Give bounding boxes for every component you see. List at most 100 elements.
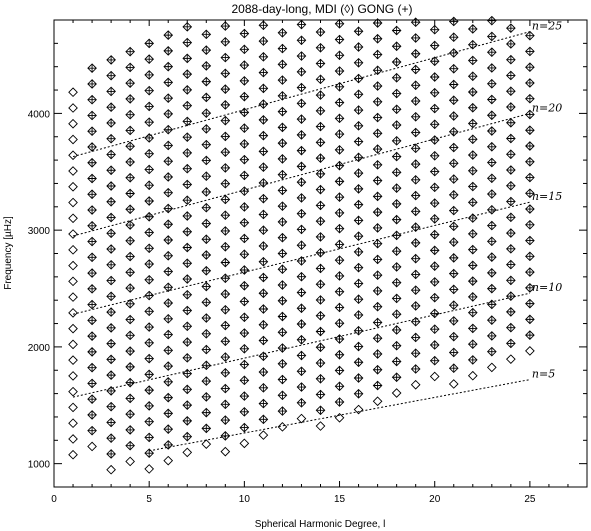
gong-point bbox=[393, 121, 401, 129]
gong-point bbox=[488, 111, 496, 119]
mdi-point bbox=[467, 24, 478, 34]
mdi-point bbox=[277, 27, 288, 38]
gong-point bbox=[412, 97, 420, 105]
gong-point bbox=[297, 115, 306, 123]
mdi-point bbox=[315, 153, 326, 163]
mdi-point bbox=[277, 295, 288, 306]
mdi-point bbox=[315, 405, 326, 416]
mdi-point bbox=[125, 377, 135, 388]
mdi-point bbox=[525, 30, 535, 41]
gong-point bbox=[374, 145, 382, 153]
mdi-point bbox=[106, 196, 116, 207]
gong-point bbox=[107, 198, 115, 206]
mdi-point bbox=[163, 455, 174, 466]
mdi-point bbox=[334, 271, 345, 281]
gong-point bbox=[393, 74, 401, 82]
gong-point bbox=[145, 87, 153, 95]
mdi-point bbox=[239, 249, 250, 260]
mdi-point bbox=[144, 148, 155, 159]
mdi-point bbox=[410, 175, 421, 185]
gong-point bbox=[240, 203, 248, 211]
axes: 0 5 10 15 20 25 1000 2000 3000 4000 bbox=[28, 20, 587, 505]
mdi-point bbox=[277, 122, 288, 133]
gong-point bbox=[469, 198, 477, 206]
mdi-point bbox=[258, 146, 269, 157]
mdi-point bbox=[258, 130, 269, 141]
gong-point bbox=[488, 206, 496, 214]
mdi-point bbox=[334, 365, 345, 376]
mdi-point bbox=[448, 331, 459, 342]
gong-point bbox=[354, 327, 363, 335]
mdi-point bbox=[220, 131, 231, 142]
mdi-point bbox=[525, 141, 535, 151]
mdi-point bbox=[182, 69, 193, 79]
gong-point bbox=[450, 348, 458, 357]
mdi-point bbox=[296, 193, 307, 203]
mdi-point bbox=[391, 183, 402, 193]
mdi-point bbox=[220, 446, 231, 457]
mdi-point bbox=[182, 352, 193, 363]
gong-point bbox=[259, 368, 267, 376]
mdi-point bbox=[525, 283, 535, 293]
mdi-point bbox=[68, 166, 78, 176]
gong-point bbox=[297, 210, 306, 218]
gong-point bbox=[374, 98, 382, 106]
gong-point bbox=[507, 182, 515, 190]
gong-point bbox=[469, 182, 477, 191]
gong-point bbox=[107, 340, 115, 348]
mdi-point bbox=[506, 54, 516, 65]
gong-point bbox=[278, 407, 287, 415]
mdi-point bbox=[429, 292, 440, 303]
gong-point bbox=[374, 350, 382, 358]
mdi-point bbox=[68, 87, 78, 98]
mdi-point bbox=[125, 62, 135, 73]
gong-point bbox=[316, 186, 325, 194]
gong-point bbox=[507, 213, 515, 221]
mdi-point bbox=[277, 390, 288, 401]
mdi-point bbox=[239, 328, 250, 338]
mdi-point bbox=[163, 298, 174, 308]
gong-point bbox=[393, 373, 401, 381]
gong-point bbox=[374, 113, 382, 122]
mdi-point bbox=[239, 123, 250, 133]
mdi-point bbox=[296, 413, 307, 424]
mdi-point bbox=[144, 464, 155, 474]
mdi-point bbox=[182, 116, 193, 127]
gong-point bbox=[393, 26, 401, 35]
gong-point bbox=[526, 315, 534, 323]
mdi-point bbox=[163, 424, 174, 434]
gong-point bbox=[240, 61, 248, 69]
gong-point bbox=[316, 91, 325, 99]
gong-point bbox=[450, 333, 458, 341]
mdi-point bbox=[87, 189, 97, 200]
mdi-point bbox=[239, 91, 250, 102]
gong-point bbox=[335, 303, 344, 312]
mdi-point bbox=[277, 280, 288, 290]
gong-point bbox=[259, 352, 267, 360]
mdi-point bbox=[106, 133, 116, 144]
gong-point bbox=[335, 256, 344, 264]
gong-point bbox=[335, 272, 344, 280]
mdi-point bbox=[296, 145, 307, 156]
mdi-point bbox=[144, 117, 155, 128]
mdi-point bbox=[144, 101, 155, 112]
mdi-point bbox=[68, 434, 78, 444]
gong-point bbox=[393, 152, 401, 161]
gong-point bbox=[297, 367, 306, 375]
mdi-point bbox=[239, 139, 250, 149]
mdi-point bbox=[334, 160, 345, 171]
gong-point bbox=[259, 399, 267, 408]
gong-point bbox=[221, 148, 229, 156]
mdi-point bbox=[163, 361, 174, 371]
mdi-point bbox=[448, 32, 459, 43]
ridge-label: n=20 bbox=[532, 101, 562, 114]
gong-point bbox=[526, 205, 534, 213]
gong-point bbox=[469, 340, 477, 348]
gong-point bbox=[469, 230, 477, 238]
mdi-point bbox=[239, 280, 250, 291]
gong-point bbox=[412, 81, 420, 89]
gong-point bbox=[183, 433, 191, 441]
gong-point bbox=[297, 257, 306, 265]
gong-point bbox=[412, 255, 420, 263]
gong-point bbox=[507, 40, 515, 48]
